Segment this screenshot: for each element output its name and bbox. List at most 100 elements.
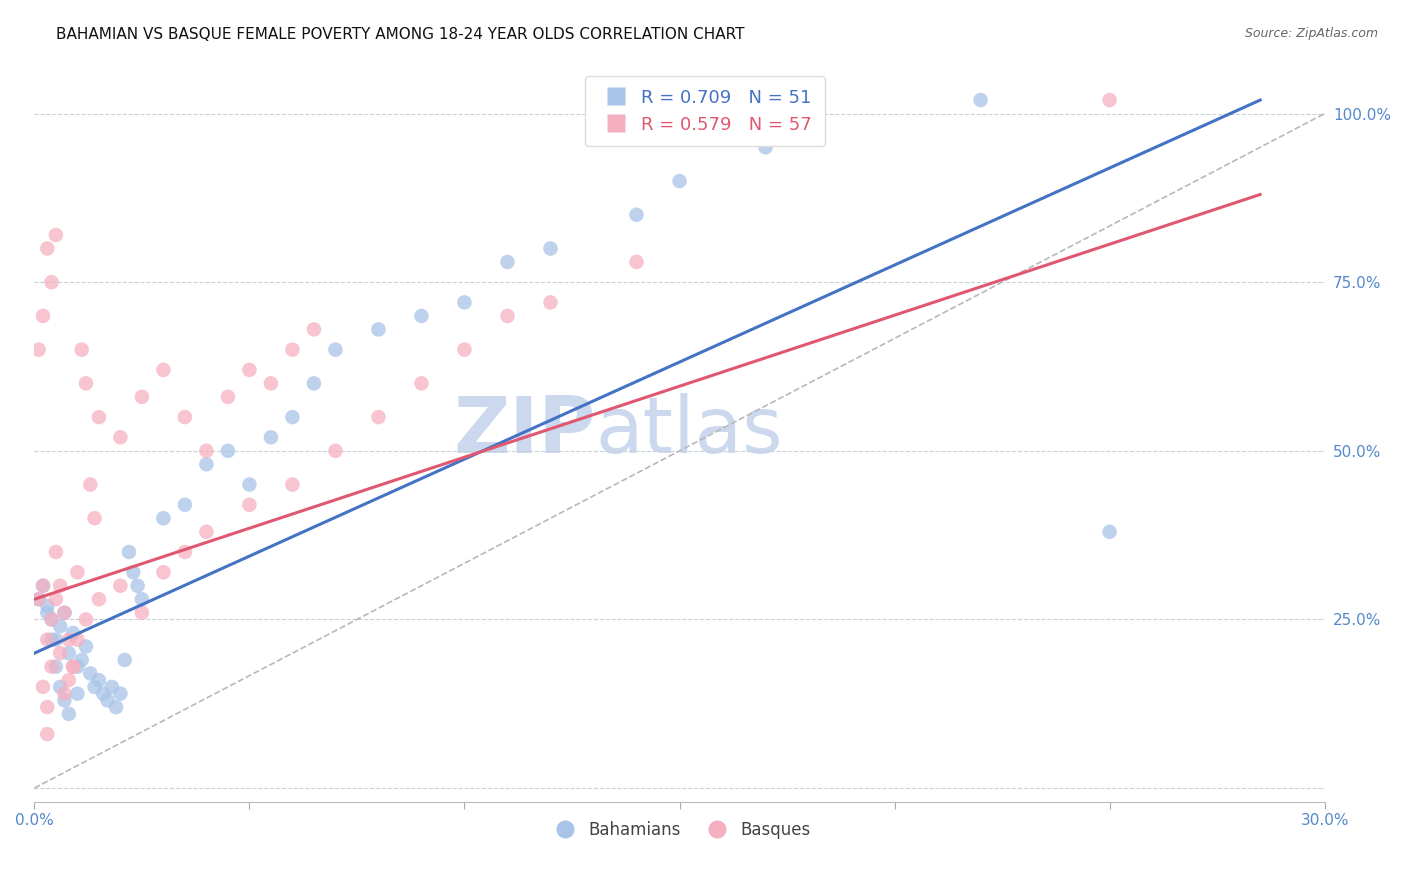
Point bbox=[53, 606, 76, 620]
Point bbox=[1098, 93, 1121, 107]
Text: atlas: atlas bbox=[596, 392, 783, 468]
Point bbox=[37, 242, 59, 256]
Point bbox=[260, 376, 283, 391]
Point bbox=[49, 579, 72, 593]
Point bbox=[58, 706, 80, 721]
Point bbox=[105, 700, 128, 714]
Legend: Bahamians, Basques: Bahamians, Basques bbox=[541, 814, 817, 846]
Point bbox=[195, 524, 218, 539]
Point bbox=[238, 498, 260, 512]
Text: Source: ZipAtlas.com: Source: ZipAtlas.com bbox=[1244, 27, 1378, 40]
Point bbox=[53, 606, 76, 620]
Point bbox=[87, 592, 110, 607]
Point bbox=[626, 255, 648, 269]
Point bbox=[58, 632, 80, 647]
Point bbox=[131, 592, 153, 607]
Point bbox=[453, 295, 475, 310]
Point bbox=[28, 592, 51, 607]
Point bbox=[41, 632, 63, 647]
Point bbox=[32, 680, 55, 694]
Point bbox=[70, 343, 93, 357]
Point bbox=[62, 626, 84, 640]
Point bbox=[174, 498, 197, 512]
Point bbox=[118, 545, 141, 559]
Point bbox=[174, 410, 197, 425]
Point bbox=[969, 93, 991, 107]
Point bbox=[496, 309, 519, 323]
Point bbox=[28, 592, 51, 607]
Point bbox=[37, 606, 59, 620]
Point bbox=[411, 309, 433, 323]
Point bbox=[217, 443, 239, 458]
Point bbox=[53, 687, 76, 701]
Point bbox=[37, 599, 59, 613]
Point bbox=[152, 566, 174, 580]
Point bbox=[87, 410, 110, 425]
Point bbox=[367, 410, 389, 425]
Point bbox=[302, 322, 325, 336]
Point bbox=[49, 619, 72, 633]
Point bbox=[41, 275, 63, 289]
Point bbox=[37, 700, 59, 714]
Point bbox=[66, 632, 89, 647]
Point bbox=[83, 680, 105, 694]
Point bbox=[101, 680, 124, 694]
Point bbox=[453, 343, 475, 357]
Point bbox=[281, 410, 304, 425]
Point bbox=[41, 612, 63, 626]
Point bbox=[45, 592, 67, 607]
Point bbox=[668, 174, 690, 188]
Point bbox=[58, 646, 80, 660]
Point bbox=[45, 632, 67, 647]
Point bbox=[70, 653, 93, 667]
Point bbox=[45, 227, 67, 242]
Point bbox=[96, 693, 118, 707]
Point bbox=[110, 430, 132, 444]
Point bbox=[53, 693, 76, 707]
Point bbox=[37, 632, 59, 647]
Point bbox=[411, 376, 433, 391]
Point bbox=[37, 727, 59, 741]
Point bbox=[325, 443, 347, 458]
Point bbox=[217, 390, 239, 404]
Point bbox=[238, 477, 260, 491]
Point bbox=[41, 612, 63, 626]
Point bbox=[66, 687, 89, 701]
Point bbox=[110, 579, 132, 593]
Point bbox=[91, 687, 114, 701]
Point bbox=[195, 458, 218, 472]
Point bbox=[114, 653, 136, 667]
Point bbox=[75, 376, 97, 391]
Point bbox=[79, 477, 101, 491]
Point bbox=[496, 255, 519, 269]
Point bbox=[66, 659, 89, 673]
Point bbox=[62, 659, 84, 673]
Point bbox=[131, 606, 153, 620]
Point bbox=[87, 673, 110, 688]
Point bbox=[45, 545, 67, 559]
Point bbox=[754, 140, 776, 154]
Point bbox=[152, 511, 174, 525]
Point bbox=[260, 430, 283, 444]
Point bbox=[195, 443, 218, 458]
Point bbox=[79, 666, 101, 681]
Point bbox=[32, 579, 55, 593]
Point bbox=[32, 309, 55, 323]
Point bbox=[49, 646, 72, 660]
Point bbox=[45, 659, 67, 673]
Point bbox=[152, 363, 174, 377]
Point bbox=[281, 343, 304, 357]
Point bbox=[302, 376, 325, 391]
Point bbox=[540, 295, 562, 310]
Point bbox=[540, 242, 562, 256]
Point bbox=[110, 687, 132, 701]
Point bbox=[127, 579, 149, 593]
Text: ZIP: ZIP bbox=[453, 392, 596, 468]
Point bbox=[75, 640, 97, 654]
Point bbox=[122, 566, 145, 580]
Point bbox=[131, 390, 153, 404]
Point bbox=[325, 343, 347, 357]
Point bbox=[83, 511, 105, 525]
Point bbox=[281, 477, 304, 491]
Point bbox=[75, 612, 97, 626]
